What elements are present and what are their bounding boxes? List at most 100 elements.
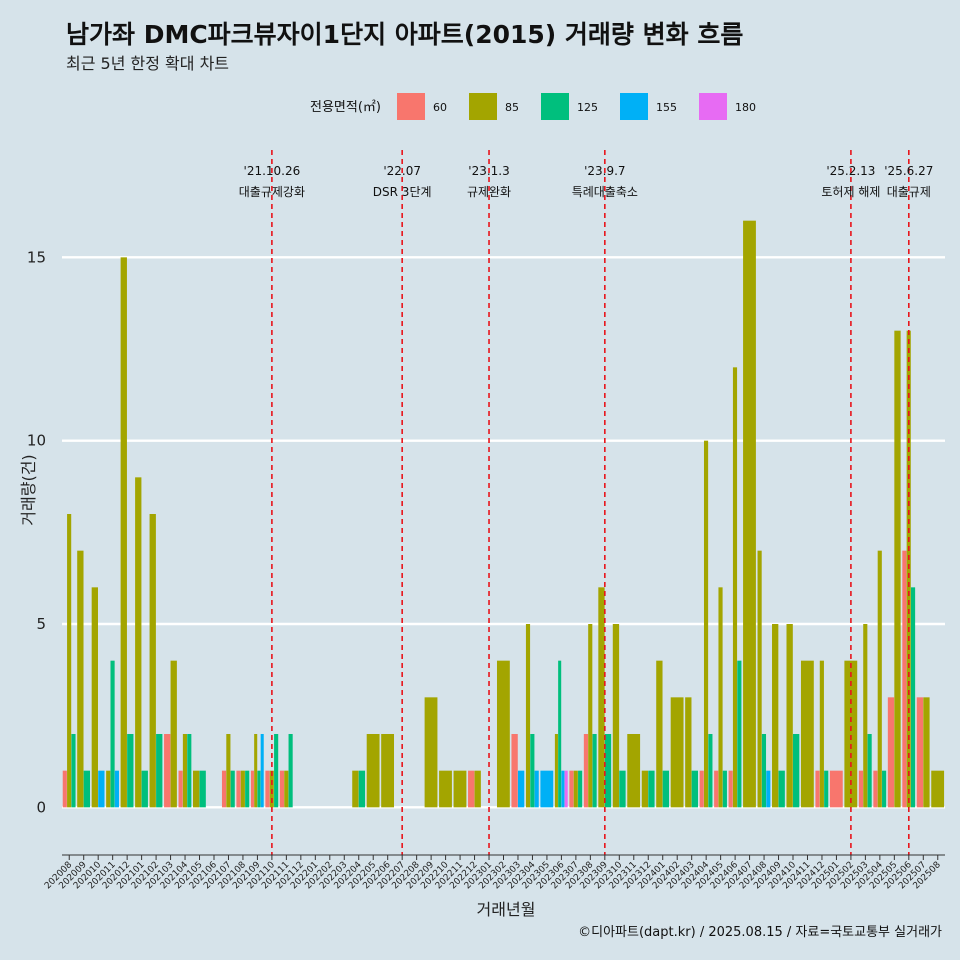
bar-202412-85 — [819, 660, 824, 808]
bar-202205-85 — [366, 734, 380, 808]
bar-202111-125 — [288, 734, 293, 808]
bar-202108-85 — [240, 770, 245, 808]
bar-202111-60 — [279, 770, 284, 808]
bar-202307-85 — [573, 770, 578, 808]
bar-202503-85 — [863, 624, 868, 808]
bar-202310-85 — [612, 624, 620, 808]
bar-202402-85 — [670, 697, 684, 808]
bar-202405-125 — [722, 770, 727, 808]
bar-202107-85 — [226, 734, 231, 808]
bar-202104-125 — [187, 734, 192, 808]
bar-202209-85 — [424, 697, 438, 808]
bar-202107-125 — [230, 770, 235, 808]
bar-202104-60 — [178, 770, 183, 808]
bar-202505-60 — [887, 697, 895, 808]
bar-202307-125 — [578, 770, 583, 808]
bar-202108-125 — [245, 770, 250, 808]
bar-202310-125 — [619, 770, 626, 808]
bar-202408-155 — [766, 770, 771, 808]
bar-202212-60 — [468, 770, 475, 808]
bar-202306-155 — [561, 770, 565, 808]
bar-202504-60 — [873, 770, 878, 808]
event-label: 대출규제 — [887, 185, 931, 199]
bar-202012-125 — [127, 734, 134, 808]
bar-202108-60 — [236, 770, 241, 808]
legend-label-125: 125 — [577, 101, 598, 114]
bar-202505-85 — [894, 330, 901, 808]
legend-swatch-60 — [397, 93, 425, 120]
caption: ©디아파트(dapt.kr) / 2025.08.15 / 자료=국토교통부 실… — [578, 925, 942, 940]
bar-202406-85 — [732, 367, 738, 808]
y-tick-label: 15 — [27, 248, 46, 266]
bar-202101-125 — [141, 770, 148, 808]
bar-202011-125 — [110, 660, 115, 808]
bar-202503-60 — [858, 770, 864, 808]
bar-202303-155 — [517, 770, 525, 808]
legend: 전용면적(㎡) 60 85 125 155 180 — [310, 93, 756, 120]
y-axis: 0 5 10 15 — [27, 248, 46, 816]
bar-202410-125 — [793, 734, 800, 808]
bar-202306-85 — [554, 734, 558, 808]
bar-202309-85 — [598, 587, 605, 808]
bar-202506-60 — [902, 550, 907, 808]
legend-swatch-125 — [541, 93, 569, 120]
bar-202408-85 — [757, 550, 762, 808]
bar-202506-125 — [910, 587, 916, 808]
bar-202302-85 — [496, 660, 510, 808]
bar-202504-125 — [882, 770, 887, 808]
legend-label-180: 180 — [735, 101, 756, 114]
bar-202109-155 — [260, 734, 264, 808]
bar-202305-155 — [540, 770, 554, 808]
bar-202109-85 — [254, 734, 258, 808]
bar-202507-60 — [916, 697, 924, 808]
bar-202012-85 — [120, 257, 127, 808]
bar-202507-85 — [923, 697, 930, 808]
bar-202405-85 — [718, 587, 723, 808]
bar-202503-125 — [867, 734, 872, 808]
bar-202111-85 — [284, 770, 289, 808]
event-label: 특례대출축소 — [572, 185, 638, 199]
event-date: '22.07 — [383, 164, 421, 178]
bar-202504-85 — [877, 550, 882, 808]
event-label: 토허제 해제 — [821, 185, 880, 199]
bar-202306-180 — [564, 770, 568, 808]
bar-202411-85 — [800, 660, 814, 808]
bar-202304-155 — [534, 770, 539, 808]
bar-202308-60 — [583, 734, 588, 808]
bar-202109-60 — [250, 770, 254, 808]
bar-202303-60 — [511, 734, 518, 808]
event-lines: '21.10.26 대출규제강화 '22.07 DSR 3단계 '23.1.3 규제완화 '… — [239, 150, 933, 855]
bar-202204-85 — [352, 770, 359, 808]
bar-202407-85 — [743, 220, 756, 808]
bar-202010-85 — [91, 587, 98, 808]
x-axis-title: 거래년월 — [477, 900, 536, 919]
bar-202312-125 — [648, 770, 655, 808]
y-axis-title: 거래량(건) — [19, 454, 38, 525]
bar-202304-85 — [525, 624, 531, 808]
bar-202211-85 — [453, 770, 467, 808]
bar-202307-60 — [569, 770, 574, 808]
chart-subtitle: 최근 5년 한정 확대 차트 — [66, 54, 229, 73]
chart-title: 남가좌 DMC파크뷰자이1단지 아파트(2015) 거래량 변화 흐름 — [66, 20, 743, 49]
bar-202401-85 — [656, 660, 663, 808]
bar-202104-85 — [182, 734, 188, 808]
legend-label-60: 60 — [433, 101, 447, 114]
bar-202105-125 — [199, 770, 206, 808]
event-date: '25.6.27 — [884, 164, 933, 178]
event-label: DSR 3단계 — [373, 185, 432, 199]
bar-202410-85 — [786, 624, 793, 808]
bar-202308-125 — [592, 734, 597, 808]
bar-202008-60 — [62, 770, 67, 808]
event-date: '23.1.3 — [468, 164, 509, 178]
bar-202110-125 — [274, 734, 279, 808]
y-tick-label: 5 — [36, 615, 46, 633]
bar-202212-85 — [474, 770, 481, 808]
event-date: '21.10.26 — [244, 164, 301, 178]
legend-swatch-180 — [699, 93, 727, 120]
bar-202011-155 — [114, 770, 119, 808]
bar-202008-125 — [71, 734, 76, 808]
bar-202101-85 — [135, 477, 142, 808]
bar-202306-125 — [558, 660, 562, 808]
bar-202312-85 — [641, 770, 649, 808]
bar-202102-125 — [156, 734, 163, 808]
